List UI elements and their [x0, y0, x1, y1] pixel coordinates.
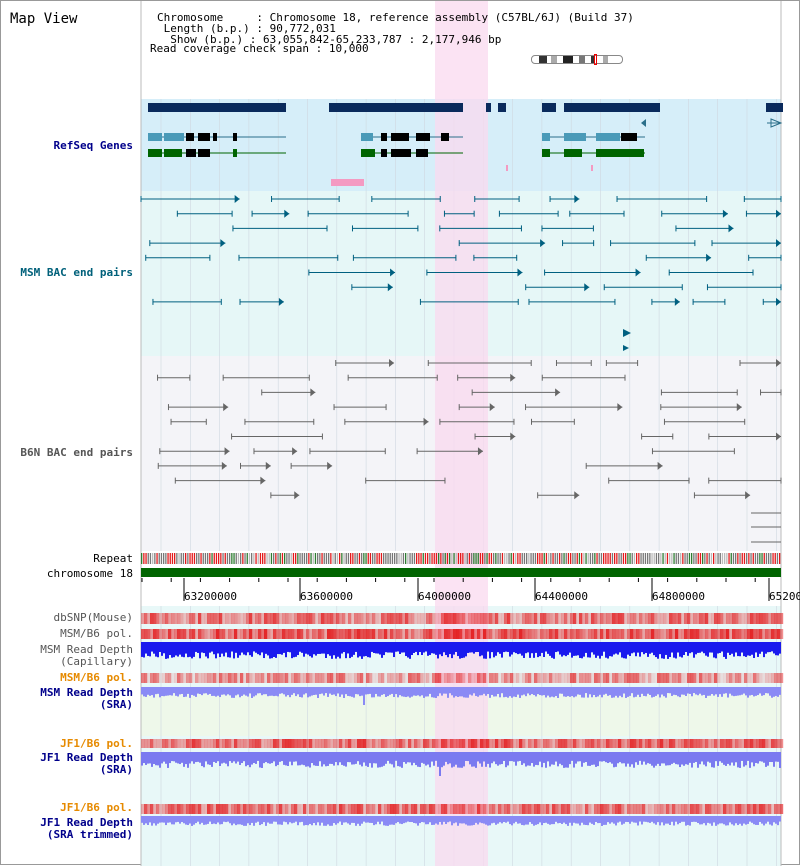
track-label-jf1-pol-trimmed: JF1/B6 pol. — [60, 801, 133, 814]
coverage-label: Read coverage check span — [150, 42, 309, 55]
ideogram-position-marker — [594, 54, 597, 65]
track-label-msm-b6-pol-sra: MSM/B6 pol. — [60, 671, 133, 684]
track-label-msm-depth-cap: MSM Read Depth (Capillary) — [40, 643, 133, 668]
length-label: Length (b.p.) — [163, 22, 250, 35]
coverage-value: 10,000 — [328, 42, 369, 55]
track-label-chromosome: chromosome 18 — [46, 567, 133, 580]
refseq-gene-feature[interactable] — [564, 103, 660, 112]
axis-tick-label: 63600000 — [300, 590, 353, 603]
axis-tick-label: 64400000 — [535, 590, 588, 603]
axis-tick-label: 64000000 — [418, 590, 471, 603]
show-label: Show (b.p.) — [170, 33, 244, 46]
track-label-b6n-bac: B6N BAC end pairs — [20, 446, 133, 459]
page-title: Map View — [10, 11, 78, 27]
axis-tick-label: 64800000 — [652, 590, 705, 603]
track-label-msm-b6-pol: MSM/B6 pol. — [60, 627, 133, 640]
show-value: 63,055,842-65,233,787 : 2,177,946 bp — [262, 33, 502, 46]
track-label-refseq: RefSeq Genes — [53, 139, 133, 152]
refseq-feature-pink[interactable] — [331, 179, 364, 186]
chromosome-bar — [141, 568, 781, 577]
track-label-msm-bac: MSM BAC end pairs — [20, 266, 133, 279]
refseq-gene-feature[interactable] — [329, 103, 463, 112]
length-value: 90,772,031 — [269, 22, 336, 35]
track-label-jf1-depth-sra: JF1 Read Depth (SRA) — [40, 751, 133, 776]
info-block: Chromosome : Chromosome 18, reference as… — [157, 11, 634, 46]
chromosome-value: Chromosome 18, reference assembly (C57BL… — [269, 11, 634, 24]
axis-tick-label: 65200000 — [769, 590, 800, 603]
selected-region-highlight — [435, 1, 488, 866]
track-label-repeat: Repeat — [93, 552, 133, 565]
refseq-gene-feature[interactable] — [498, 103, 506, 112]
track-label-dbsnp: dbSNP(Mouse) — [53, 611, 133, 624]
track-label-msm-depth-sra: MSM Read Depth (SRA) — [40, 686, 133, 711]
chromosome-label: Chromosome — [157, 11, 224, 24]
chromosome-ideogram[interactable] — [531, 54, 623, 65]
refseq-gene-feature[interactable] — [486, 103, 491, 112]
track-label-jf1-depth-trimmed: JF1 Read Depth (SRA trimmed) — [40, 816, 133, 841]
refseq-gene-feature[interactable] — [542, 103, 556, 112]
coverage-info: Read coverage check span : 10,000 — [150, 42, 369, 55]
track-label-jf1-pol: JF1/B6 pol. — [60, 737, 133, 750]
axis-tick-label: 63200000 — [184, 590, 237, 603]
refseq-gene-feature[interactable] — [148, 103, 286, 112]
refseq-gene-feature[interactable] — [766, 103, 783, 112]
